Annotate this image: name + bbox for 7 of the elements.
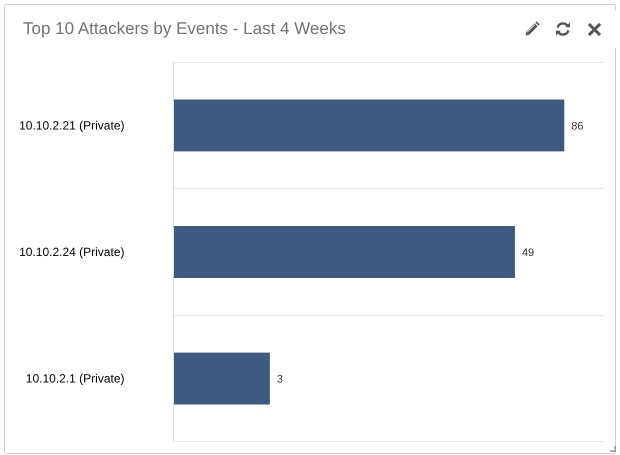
data-label: 49	[522, 247, 534, 259]
y-tick-label: 10.10.2.1 (Private)	[26, 372, 125, 386]
data-label: 3	[276, 374, 284, 386]
data-label: 86	[571, 120, 584, 132]
chart-title: Top 10 Attackers by Events - Last 4 Weeks	[23, 19, 346, 39]
y-tick-label: 10.10.2.21 (Private)	[19, 118, 125, 132]
y-tick-label: 10.10.2.24 (Private)	[19, 245, 125, 259]
